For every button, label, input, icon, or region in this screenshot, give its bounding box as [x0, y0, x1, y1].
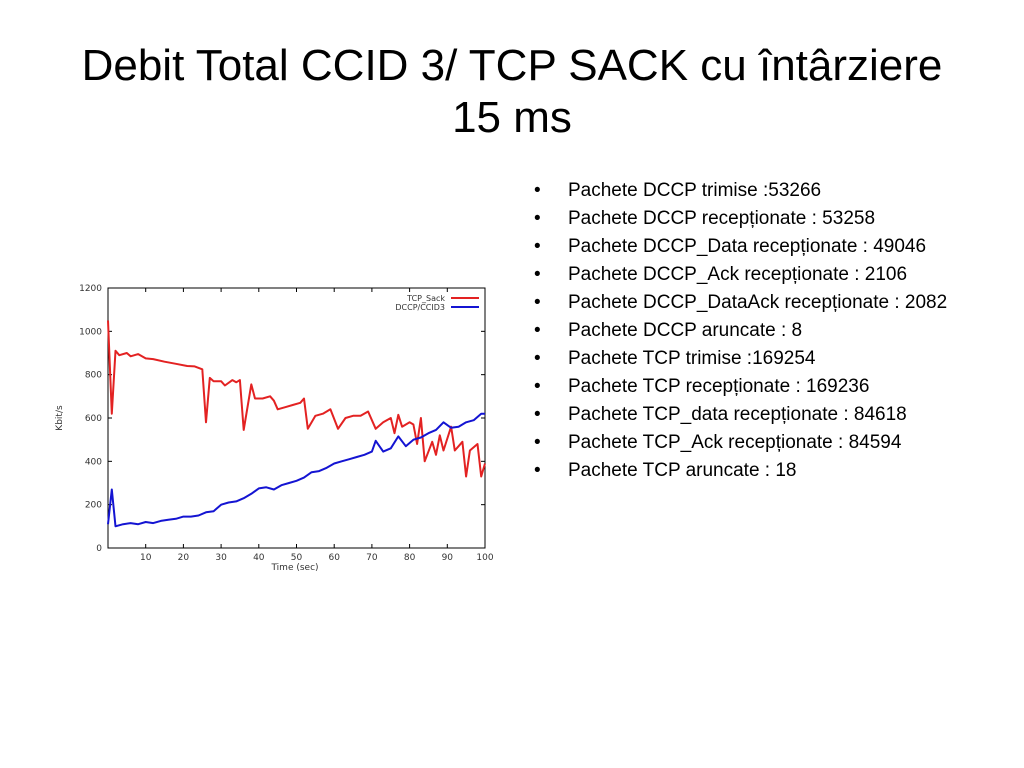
- list-item-text: Pachete DCCP_Ack recepționate : 2106: [568, 264, 908, 285]
- list-item-text: Pachete DCCP_DataAck recepționate : 2082: [568, 292, 948, 313]
- list-item-text: Pachete TCP_data recepționate : 84618: [568, 404, 907, 425]
- slide-title-line1: Debit Total CCID 3/ TCP SACK cu întârzie…: [81, 41, 943, 90]
- bullet-icon: •: [534, 208, 541, 229]
- list-item: • Pachete DCCP aruncate : 8: [530, 320, 970, 342]
- x-tick-label: 100: [476, 553, 493, 563]
- bullet-icon: •: [534, 320, 541, 341]
- list-item-text: Pachete TCP_Ack recepționate : 84594: [568, 432, 902, 453]
- slide-title-line2: 15 ms: [452, 93, 572, 142]
- x-tick-label: 40: [253, 553, 265, 563]
- y-tick-label: 600: [85, 414, 102, 424]
- x-axis-label: Time (sec): [270, 563, 318, 573]
- list-item: • Pachete DCCP_DataAck recepționate : 20…: [530, 292, 970, 314]
- series-line: [107, 320, 486, 478]
- x-tick-label: 70: [366, 553, 378, 563]
- x-tick-label: 20: [178, 553, 190, 563]
- list-item: • Pachete TCP_data recepționate : 84618: [530, 404, 970, 426]
- series-line: [107, 412, 485, 528]
- list-item: • Pachete TCP recepționate : 169236: [530, 376, 970, 398]
- legend-label: DCCP/CCID3: [395, 303, 445, 312]
- line-chart: 0 200 400 600 800 1000 1200 10 20 30 40 50 60 70 80 90 1…: [55, 284, 494, 573]
- y-axis-label: Kbit/s: [55, 405, 65, 431]
- list-item-text: Pachete DCCP recepționate : 53258: [568, 208, 876, 229]
- plot-frame: [107, 287, 486, 549]
- y-tick-label: 1000: [79, 327, 102, 337]
- list-item: • Pachete DCCP recepționate : 53258: [530, 208, 970, 230]
- x-tick-label: 90: [442, 553, 454, 563]
- list-item: • Pachete DCCP trimise :53266: [530, 180, 970, 202]
- slide-title: Debit Total CCID 3/ TCP SACK cu întârzie…: [40, 40, 984, 144]
- bullet-icon: •: [534, 432, 541, 453]
- x-tick-label: 60: [328, 553, 340, 563]
- bullet-icon: •: [534, 460, 541, 481]
- list-item: • Pachete TCP aruncate : 18: [530, 460, 970, 482]
- y-tick-label: 0: [96, 544, 102, 554]
- stats-list: • Pachete DCCP trimise :53266 • Pachete D…: [530, 180, 970, 488]
- x-tick-label: 50: [291, 553, 303, 563]
- x-tick-label: 30: [215, 553, 227, 563]
- bullet-icon: •: [534, 376, 541, 397]
- bullet-icon: •: [534, 180, 541, 201]
- bullet-icon: •: [534, 292, 541, 313]
- legend-label: TCP_Sack: [406, 294, 445, 303]
- bullet-icon: •: [534, 348, 541, 369]
- x-tick-label: 80: [404, 553, 416, 563]
- list-item-text: Pachete TCP recepționate : 169236: [568, 376, 870, 397]
- list-item: • Pachete TCP trimise :169254: [530, 348, 970, 370]
- bullet-icon: •: [534, 264, 541, 285]
- list-item: • Pachete TCP_Ack recepționate : 84594: [530, 432, 970, 454]
- bullet-icon: •: [534, 404, 541, 425]
- list-item-text: Pachete DCCP trimise :53266: [568, 180, 822, 201]
- y-tick-label: 400: [85, 457, 102, 467]
- axes-layer: 0 200 400 600 800 1000 1200 10 20 30 40 50 60 70 80 90 1…: [79, 284, 494, 563]
- chart-container: 0 200 400 600 800 1000 1200 10 20 30 40 50 60 70 80 90 1…: [50, 280, 500, 580]
- list-item-text: Pachete TCP trimise :169254: [568, 348, 816, 369]
- y-tick-label: 1200: [79, 284, 102, 294]
- y-tick-label: 200: [85, 501, 102, 511]
- list-item: • Pachete DCCP_Ack recepționate : 2106: [530, 264, 970, 286]
- bullet-icon: •: [534, 236, 541, 257]
- list-item: • Pachete DCCP_Data recepționate : 49046: [530, 236, 970, 258]
- x-tick-label: 10: [140, 553, 152, 563]
- list-item-text: Pachete DCCP aruncate : 8: [568, 320, 803, 341]
- y-tick-label: 800: [85, 371, 102, 381]
- list-item-text: Pachete DCCP_Data recepționate : 49046: [568, 236, 927, 257]
- series-layer: [107, 320, 486, 528]
- list-item-text: Pachete TCP aruncate : 18: [568, 460, 797, 481]
